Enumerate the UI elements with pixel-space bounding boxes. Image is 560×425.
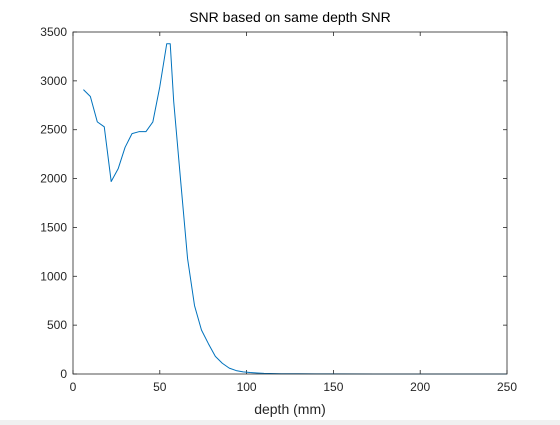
x-tick-label: 200 xyxy=(410,380,430,394)
x-axis-label: depth (mm) xyxy=(254,401,326,417)
y-tick-label: 500 xyxy=(47,318,67,332)
y-tick-label: 1000 xyxy=(40,269,67,283)
plot-background xyxy=(73,32,507,374)
x-tick-label: 150 xyxy=(323,380,343,394)
y-tick-label: 2000 xyxy=(40,172,67,186)
axes-box xyxy=(72,31,508,375)
y-tick-label: 0 xyxy=(60,367,67,381)
chart-title: SNR based on same depth SNR xyxy=(189,9,391,25)
y-tick-label: 3000 xyxy=(40,74,67,88)
y-tick-label: 2500 xyxy=(40,123,67,137)
y-tick-label: 3500 xyxy=(40,25,67,39)
x-tick-label: 100 xyxy=(237,380,257,394)
x-tick-label: 50 xyxy=(153,380,167,394)
x-tick-label: 250 xyxy=(497,380,517,394)
y-tick-label: 1500 xyxy=(40,220,67,234)
x-tick-label: 0 xyxy=(70,380,77,394)
y-axis-ticks: 0 500 1000 1500 2000 2500 3000 3500 xyxy=(40,25,507,381)
x-axis-ticks: 0 50 100 150 200 250 xyxy=(70,32,517,394)
